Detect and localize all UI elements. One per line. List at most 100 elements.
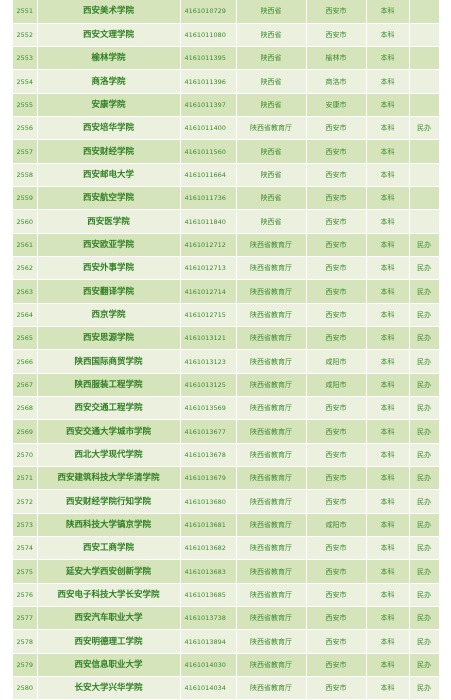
row-number-cell: 2572 bbox=[13, 489, 38, 514]
row-number-cell: 2568 bbox=[13, 396, 38, 421]
school-code-cell: 4161014030 bbox=[180, 653, 237, 678]
authority-cell: 陕西省 bbox=[236, 93, 307, 118]
education-level-cell: 本科 bbox=[366, 186, 410, 211]
row-number-cell: 2566 bbox=[13, 349, 38, 374]
remark-cell bbox=[409, 163, 440, 188]
school-name-cell: 西安翻译学院 bbox=[37, 279, 181, 304]
authority-cell: 陕西省 bbox=[236, 46, 307, 71]
remark-cell: 民办 bbox=[409, 629, 440, 654]
school-name-cell: 西安医学院 bbox=[37, 209, 181, 234]
row-number-cell: 2558 bbox=[13, 163, 38, 188]
authority-cell: 陕西省教育厅 bbox=[236, 116, 307, 141]
education-level-cell: 本科 bbox=[366, 349, 410, 374]
row-number-cell: 2569 bbox=[13, 419, 38, 444]
school-code-cell: 4161011080 bbox=[180, 23, 237, 48]
row-number-cell: 2580 bbox=[13, 676, 38, 700]
school-name-cell: 长安大学兴华学院 bbox=[37, 676, 181, 700]
school-name-cell: 陕西服装工程学院 bbox=[37, 373, 181, 398]
school-code-cell: 4161013681 bbox=[180, 513, 237, 538]
city-cell: 西安市 bbox=[306, 606, 367, 631]
authority-cell: 陕西省教育厅 bbox=[236, 373, 307, 398]
school-name-cell: 西安信息职业大学 bbox=[37, 653, 181, 678]
remark-cell: 民办 bbox=[409, 606, 440, 631]
education-level-cell: 本科 bbox=[366, 559, 410, 584]
table-row: 2578 西安明德理工学院 4161013894 陕西省教育厅 西安市 本科 民办 bbox=[13, 629, 440, 654]
school-code-cell: 4161013679 bbox=[180, 466, 237, 491]
authority-cell: 陕西省教育厅 bbox=[236, 536, 307, 561]
city-cell: 西安市 bbox=[306, 536, 367, 561]
school-code-cell: 4161013121 bbox=[180, 326, 237, 351]
row-number-cell: 2562 bbox=[13, 256, 38, 281]
city-cell: 西安市 bbox=[306, 279, 367, 304]
school-code-cell: 4161013678 bbox=[180, 443, 237, 468]
city-cell: 西安市 bbox=[306, 233, 367, 258]
school-name-cell: 西安交通工程学院 bbox=[37, 396, 181, 421]
school-code-cell: 4161012715 bbox=[180, 303, 237, 328]
row-number-cell: 2574 bbox=[13, 536, 38, 561]
education-level-cell: 本科 bbox=[366, 279, 410, 304]
education-level-cell: 本科 bbox=[366, 256, 410, 281]
authority-cell: 陕西省教育厅 bbox=[236, 303, 307, 328]
row-number-cell: 2576 bbox=[13, 583, 38, 608]
education-level-cell: 本科 bbox=[366, 46, 410, 71]
school-name-cell: 陕西科技大学镐京学院 bbox=[37, 513, 181, 538]
table-row: 2575 延安大学西安创新学院 4161013683 陕西省教育厅 西安市 本科 民办 bbox=[13, 559, 440, 584]
city-cell: 西安市 bbox=[306, 629, 367, 654]
school-code-cell: 4161012712 bbox=[180, 233, 237, 258]
school-name-cell: 榆林学院 bbox=[37, 46, 181, 71]
remark-cell: 民办 bbox=[409, 489, 440, 514]
school-name-cell: 西安思源学院 bbox=[37, 326, 181, 351]
city-cell: 安康市 bbox=[306, 93, 367, 118]
city-cell: 西安市 bbox=[306, 303, 367, 328]
authority-cell: 陕西省教育厅 bbox=[236, 256, 307, 281]
authority-cell: 陕西省教育厅 bbox=[236, 653, 307, 678]
row-number-cell: 2565 bbox=[13, 326, 38, 351]
city-cell: 西安市 bbox=[306, 653, 367, 678]
school-name-cell: 西安欧亚学院 bbox=[37, 233, 181, 258]
table-row: 2580 长安大学兴华学院 4161014034 陕西省教育厅 西安市 本科 民办 bbox=[13, 676, 440, 700]
school-name-cell: 西安财经学院行知学院 bbox=[37, 489, 181, 514]
authority-cell: 陕西省教育厅 bbox=[236, 279, 307, 304]
school-code-cell: 4161013123 bbox=[180, 349, 237, 374]
school-code-cell: 4161014034 bbox=[180, 676, 237, 700]
city-cell: 西安市 bbox=[306, 466, 367, 491]
remark-cell: 民办 bbox=[409, 256, 440, 281]
row-number-cell: 2567 bbox=[13, 373, 38, 398]
education-level-cell: 本科 bbox=[366, 163, 410, 188]
table-row: 2579 西安信息职业大学 4161014030 陕西省教育厅 西安市 本科 民办 bbox=[13, 653, 440, 678]
remark-cell: 民办 bbox=[409, 583, 440, 608]
row-number-cell: 2561 bbox=[13, 233, 38, 258]
row-number-cell: 2556 bbox=[13, 116, 38, 141]
table-row: 2552 西安文理学院 4161011080 陕西省 西安市 本科 bbox=[13, 23, 440, 48]
row-number-cell: 2559 bbox=[13, 186, 38, 211]
city-cell: 榆林市 bbox=[306, 46, 367, 71]
city-cell: 商洛市 bbox=[306, 69, 367, 94]
authority-cell: 陕西省 bbox=[236, 23, 307, 48]
table-row: 2553 榆林学院 4161011395 陕西省 榆林市 本科 bbox=[13, 46, 440, 71]
table-row: 2568 西安交通工程学院 4161013569 陕西省教育厅 西安市 本科 民办 bbox=[13, 396, 440, 421]
row-number-cell: 2578 bbox=[13, 629, 38, 654]
remark-cell bbox=[409, 23, 440, 48]
school-name-cell: 安康学院 bbox=[37, 93, 181, 118]
remark-cell: 民办 bbox=[409, 443, 440, 468]
school-name-cell: 商洛学院 bbox=[37, 69, 181, 94]
city-cell: 西安市 bbox=[306, 116, 367, 141]
authority-cell: 陕西省教育厅 bbox=[236, 443, 307, 468]
school-code-cell: 4161013738 bbox=[180, 606, 237, 631]
table-row: 2557 西安财经学院 4161011560 陕西省 西安市 本科 bbox=[13, 139, 440, 164]
table-row: 2551 西安美术学院 4161010729 陕西省 西安市 本科 bbox=[13, 0, 440, 24]
table-row: 2564 西京学院 4161012715 陕西省教育厅 西安市 本科 民办 bbox=[13, 303, 440, 328]
row-number-cell: 2563 bbox=[13, 279, 38, 304]
authority-cell: 陕西省教育厅 bbox=[236, 676, 307, 700]
authority-cell: 陕西省教育厅 bbox=[236, 583, 307, 608]
authority-cell: 陕西省教育厅 bbox=[236, 466, 307, 491]
table-row: 2559 西安航空学院 4161011736 陕西省 西安市 本科 bbox=[13, 186, 440, 211]
school-name-cell: 西安建筑科技大学华清学院 bbox=[37, 466, 181, 491]
authority-cell: 陕西省教育厅 bbox=[236, 326, 307, 351]
table-row: 2562 西安外事学院 4161012713 陕西省教育厅 西安市 本科 民办 bbox=[13, 256, 440, 281]
school-code-cell: 4161011395 bbox=[180, 46, 237, 71]
city-cell: 西安市 bbox=[306, 559, 367, 584]
table-row: 2566 陕西国际商贸学院 4161013123 陕西省教育厅 咸阳市 本科 民办 bbox=[13, 349, 440, 374]
remark-cell: 民办 bbox=[409, 373, 440, 398]
table-row: 2554 商洛学院 4161011396 陕西省 商洛市 本科 bbox=[13, 69, 440, 94]
